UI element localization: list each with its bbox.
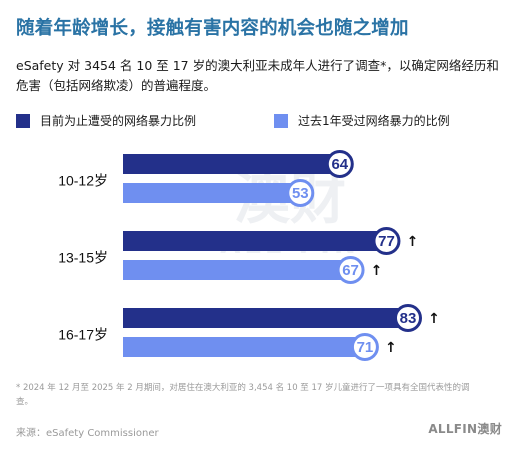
category-label: 13-15岁 [58,250,108,266]
data-label-badge [394,304,422,332]
bar [123,308,421,328]
data-label: 67 [342,262,359,279]
data-label: 53 [292,185,309,202]
source-text: 来源：eSafety Commissioner [16,428,159,439]
data-label: 71 [357,339,374,356]
bar [123,231,400,251]
legend-swatch-series-1 [16,113,30,128]
legend-swatch-series-2 [274,113,288,128]
increase-arrow-icon: ↑ [428,311,440,327]
brand-logo: ALLFIN澳财 [428,422,502,436]
legend-item-series-2: 过去1年受过网络暴力的比例 [274,112,450,129]
chart-legend: 目前为止遭受的网络暴力比例 过去1年受过网络暴力的比例 [16,112,506,132]
bar [123,154,353,174]
footnote: * 2024 年 12 月至 2025 年 2 月期间，对居住在澳大利亚的 3,… [16,383,470,407]
legend-item-series-1: 目前为止遭受的网络暴力比例 [16,112,196,129]
increase-arrow-icon: ↑ [407,234,419,250]
data-label: 77 [378,233,395,250]
data-label-badge [286,179,315,207]
category-label: 10-12岁 [58,173,108,189]
bar [123,337,378,357]
data-label: 83 [400,310,417,327]
category-label: 16-17岁 [58,327,108,343]
data-label-badge [336,256,365,284]
bar [123,183,314,203]
legend-label-series-1: 目前为止遭受的网络暴力比例 [40,114,197,128]
legend-label-series-2: 过去1年受过网络暴力的比例 [298,114,450,128]
increase-arrow-icon: ↑ [385,340,397,356]
data-label: 64 [331,156,348,173]
bar [123,260,364,280]
data-label-badge [325,150,354,178]
page-title: 随着年龄增长，接触有害内容的机会也随之增加 [16,18,409,39]
page-subtitle: eSafety 对 3454 名 10 至 17 岁的澳大利亚未成年人进行了调查… [16,58,499,93]
increase-arrow-icon: ↑ [371,263,383,279]
data-label-badge [372,227,401,255]
data-label-badge [350,333,379,361]
